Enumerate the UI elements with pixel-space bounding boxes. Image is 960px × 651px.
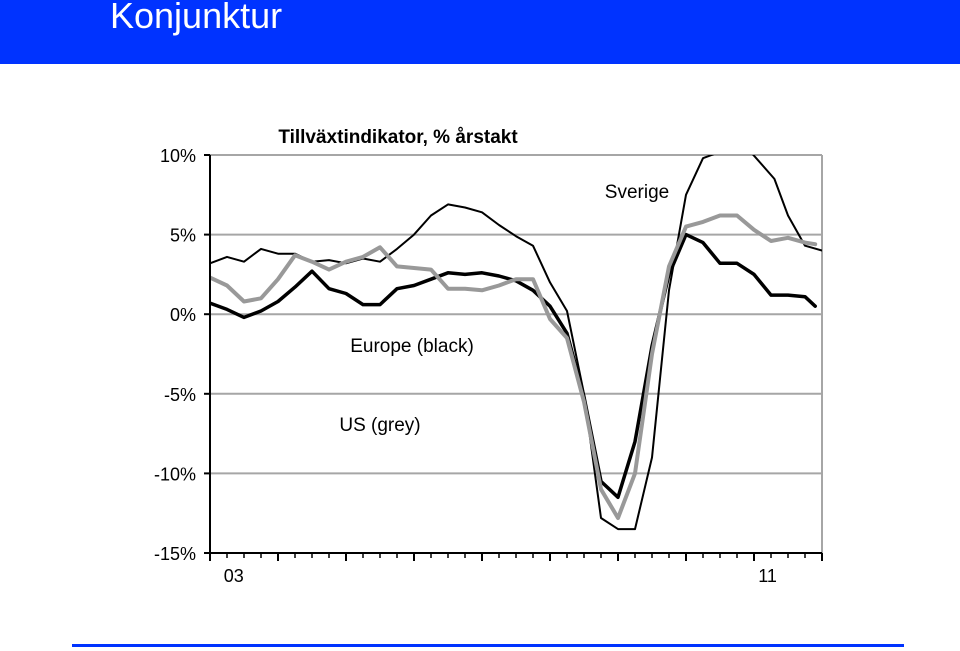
title-banner bbox=[0, 0, 960, 64]
y-tick-label: 0% bbox=[170, 305, 196, 325]
series-annotation: Europe (black) bbox=[350, 336, 474, 357]
series-line-sverige bbox=[752, 155, 822, 252]
y-tick-label: -5% bbox=[164, 385, 196, 405]
y-tick-label: 10% bbox=[160, 146, 196, 166]
x-tick-label: 11 bbox=[758, 566, 777, 586]
y-tick-label: -10% bbox=[154, 464, 196, 484]
y-tick-label: -15% bbox=[154, 544, 196, 564]
series-line-europe-black bbox=[210, 232, 817, 500]
axis-layer bbox=[204, 154, 823, 561]
series-annotation: US (grey) bbox=[339, 415, 420, 436]
chart-title: Tillväxtindikator, % årstakt bbox=[278, 127, 518, 148]
series-layer bbox=[210, 155, 822, 531]
x-tick-label: 03 bbox=[224, 566, 244, 586]
series-annotation: Sverige bbox=[605, 182, 669, 203]
label-layer: 10% 5% 0% -5% -10% -15% 03 11 Tillväxtindikator,… bbox=[154, 127, 777, 586]
series-line-us-grey bbox=[210, 213, 818, 520]
y-tick-label: 5% bbox=[170, 226, 196, 246]
footer-rule bbox=[72, 644, 904, 647]
slide-title: Konjunktur bbox=[110, 0, 283, 36]
